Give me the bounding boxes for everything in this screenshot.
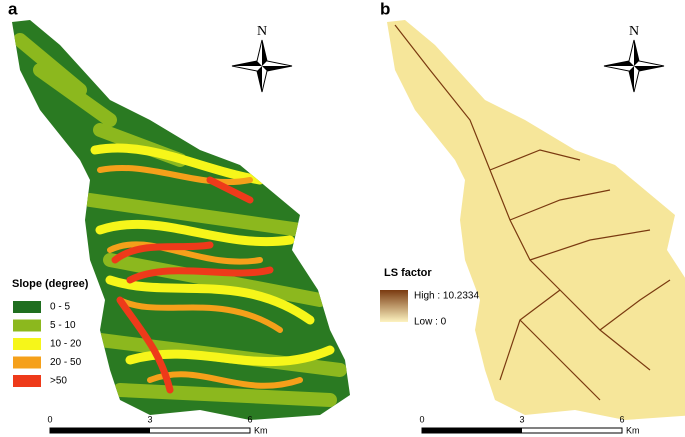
legend-high: High : 10.2334 [414,291,479,302]
legend-label: >50 [50,376,67,387]
legend-label: 5 - 10 [50,320,76,331]
scale-bar-fill [422,428,522,433]
north-arrow-shade [232,40,292,92]
legend-low: Low : 0 [414,317,447,328]
panel-label: a [8,0,18,18]
scale-unit: Km [254,425,268,435]
north-label: N [629,24,639,39]
slope-map [12,20,350,420]
legend-swatch [13,375,41,387]
scale-tick-label: 3 [147,414,152,424]
scale-unit: Km [626,425,640,435]
scale-tick-label: 0 [47,414,52,424]
legend-swatch [13,319,41,332]
legend-swatch [13,356,41,369]
legend-label: 20 - 50 [50,357,82,368]
legend-swatch [13,338,41,350]
north-arrow-shade [604,40,664,92]
legend-label: 10 - 20 [50,339,82,350]
legend-title: LS factor [384,267,432,279]
scale-bar-fill [50,428,150,433]
scale-tick-label: 0 [419,414,424,424]
north-label: N [257,24,267,39]
legend-ramp [380,290,408,322]
scale-tick-label: 6 [247,414,252,424]
panel-label: b [380,0,390,18]
scale-tick-label: 6 [619,414,624,424]
legend-swatch [13,301,41,313]
legend-label: 0 - 5 [50,302,70,313]
scale-tick-label: 3 [519,414,524,424]
legend-title: Slope (degree) [12,278,89,290]
